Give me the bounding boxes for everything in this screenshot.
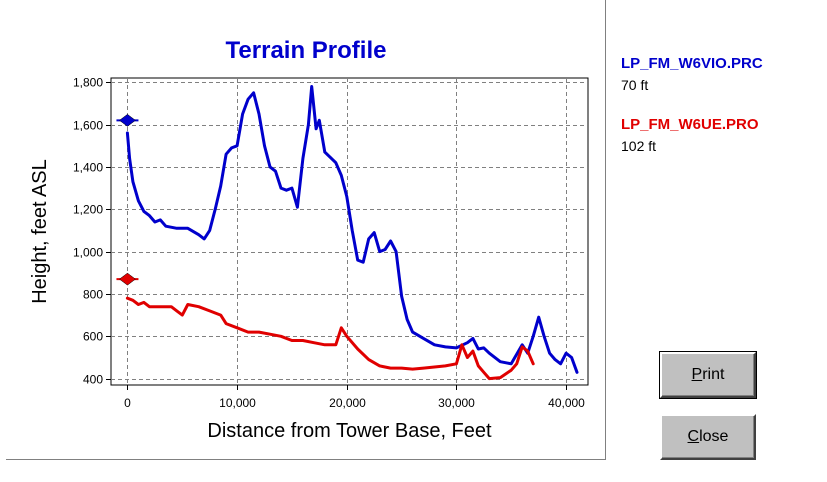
y-tick-label: 1,400 bbox=[73, 161, 103, 175]
print-label-key: P bbox=[691, 366, 703, 383]
series-line-1 bbox=[125, 85, 579, 374]
y-axis-label: Height, feet ASL bbox=[29, 159, 51, 304]
legend-name-2: LP_FM_W6UE.PRO bbox=[621, 116, 759, 133]
x-tick-label: 30,000 bbox=[438, 396, 475, 410]
series-line-2 bbox=[125, 296, 535, 381]
tower-marker-2 bbox=[119, 272, 136, 286]
x-tick-label: 10,000 bbox=[219, 396, 256, 410]
y-tick-label: 800 bbox=[83, 288, 103, 302]
close-label-post: lose bbox=[699, 428, 729, 445]
x-tick-label: 0 bbox=[124, 396, 131, 410]
legend-name-1: LP_FM_W6VIO.PRC bbox=[621, 55, 763, 72]
y-tick-label: 1,000 bbox=[73, 246, 103, 260]
tower-marker-1 bbox=[119, 114, 136, 127]
terrain-profile-chart: Terrain Profile 400 600 800 1,000 1,200 1,400 1… bbox=[29, 37, 589, 442]
chart-title: Terrain Profile bbox=[226, 37, 387, 64]
x-tick-label: 20,000 bbox=[329, 396, 366, 410]
legend-height-1: 70 ft bbox=[621, 77, 649, 93]
y-tick-label: 400 bbox=[83, 373, 103, 387]
close-label-key: C bbox=[687, 428, 700, 445]
chart-frame: Terrain Profile 400 600 800 1,000 1,200 1,400 1… bbox=[6, 0, 606, 460]
x-tick-label: 40,000 bbox=[548, 396, 585, 410]
y-tick-label: 1,800 bbox=[73, 76, 103, 90]
y-tick-label: 600 bbox=[83, 330, 103, 344]
y-tick-label: 1,600 bbox=[73, 119, 103, 133]
print-label-post: rint bbox=[702, 366, 725, 383]
y-tick-label: 1,200 bbox=[73, 203, 103, 217]
legend-height-2: 102 ft bbox=[621, 138, 657, 154]
x-axis-label: Distance from Tower Base, Feet bbox=[207, 420, 492, 442]
